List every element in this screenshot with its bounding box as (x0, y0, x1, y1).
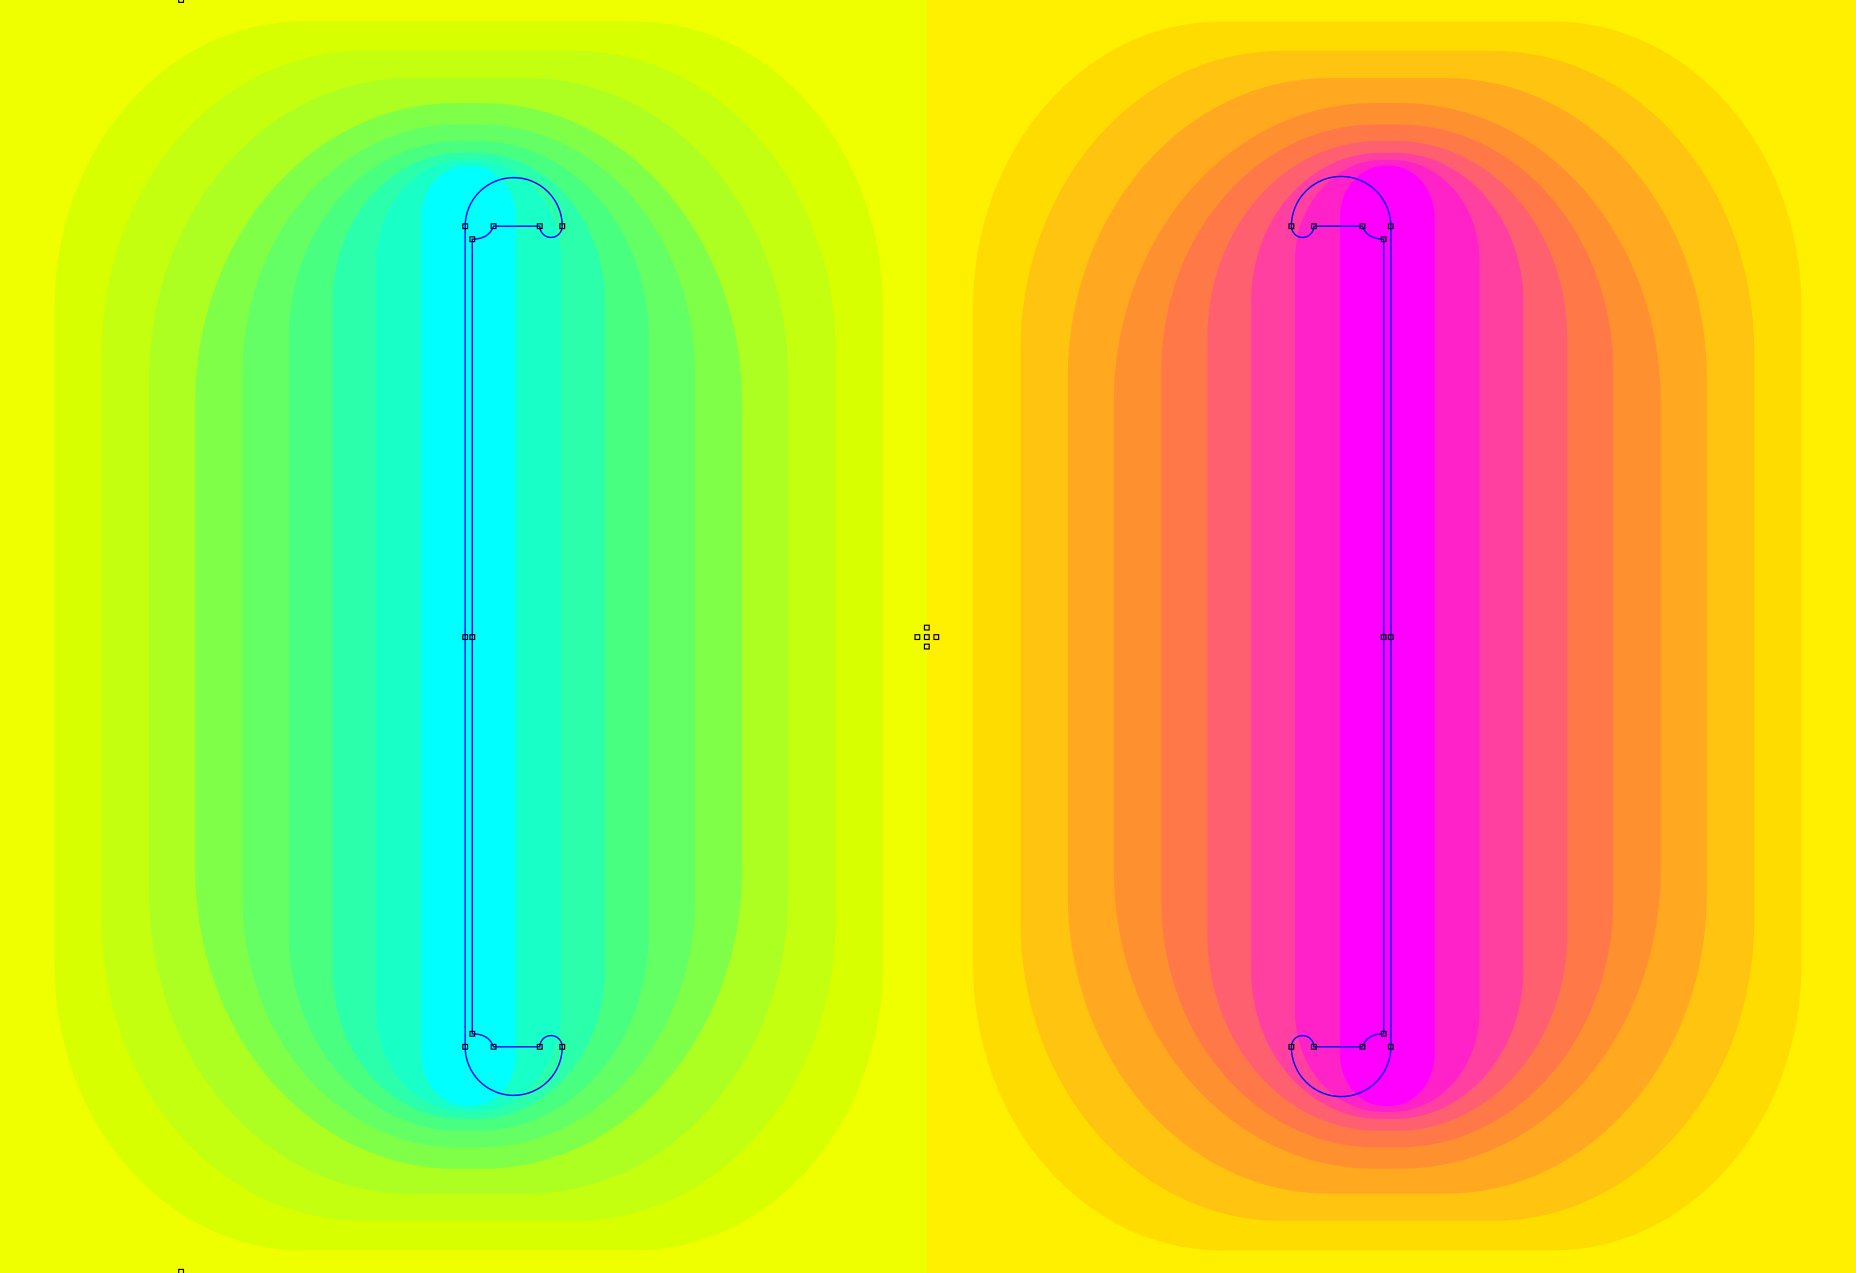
node-point[interactable] (536, 1043, 543, 1050)
node-point[interactable] (469, 236, 476, 243)
left-contour-band-9 (421, 165, 517, 1107)
node-point[interactable] (923, 624, 930, 631)
node-point[interactable] (914, 634, 921, 641)
left-conductor-outline[interactable] (464, 176, 563, 1097)
node-point[interactable] (1288, 223, 1295, 230)
node-point[interactable] (462, 634, 469, 641)
node-point[interactable] (1387, 634, 1394, 641)
node-point[interactable] (923, 643, 930, 650)
node-point[interactable] (933, 634, 940, 641)
geometry-outline (464, 175, 1392, 1098)
node-point[interactable] (1380, 236, 1387, 243)
node-point[interactable] (462, 223, 469, 230)
node-point[interactable] (178, 0, 185, 3)
node-point[interactable] (1387, 1043, 1394, 1050)
node-point[interactable] (1387, 223, 1394, 230)
node-point[interactable] (490, 1043, 497, 1050)
left-conductor-contours (54, 21, 884, 1251)
right-conductor-contours (972, 21, 1802, 1251)
node-point[interactable] (469, 1030, 476, 1037)
geometry-nodes (178, 0, 1394, 1273)
node-point[interactable] (1310, 223, 1317, 230)
node-point[interactable] (1359, 1043, 1366, 1050)
node-point[interactable] (1359, 223, 1366, 230)
node-point[interactable] (1380, 1030, 1387, 1037)
node-point[interactable] (462, 1043, 469, 1050)
node-point[interactable] (559, 1043, 566, 1050)
node-point[interactable] (1288, 1043, 1295, 1050)
node-point[interactable] (1380, 634, 1387, 641)
right-conductor-outline[interactable] (1290, 175, 1392, 1098)
node-point[interactable] (490, 223, 497, 230)
node-point[interactable] (559, 223, 566, 230)
node-point[interactable] (178, 1268, 185, 1273)
node-point[interactable] (923, 634, 930, 641)
right-contour-band-9 (1339, 165, 1435, 1107)
node-point[interactable] (1310, 1043, 1317, 1050)
node-point[interactable] (469, 634, 476, 641)
node-point[interactable] (536, 223, 543, 230)
